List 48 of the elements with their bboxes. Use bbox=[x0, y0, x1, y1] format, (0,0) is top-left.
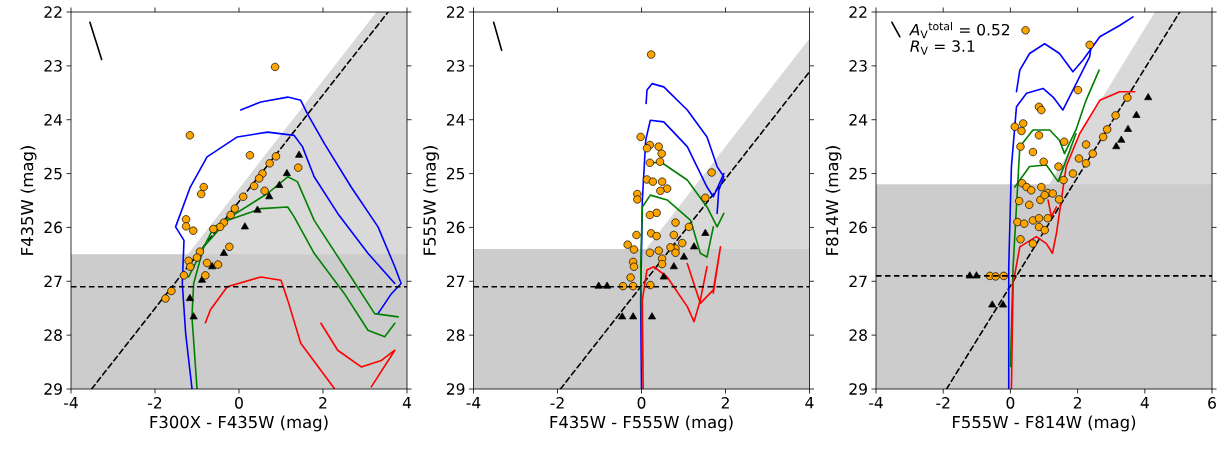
x-tick-label: 2 bbox=[1073, 397, 1081, 409]
x-tick-label: 0 bbox=[637, 397, 646, 409]
x-tick-label: -2 bbox=[550, 397, 564, 409]
x-tick-label: 0 bbox=[1006, 397, 1015, 409]
y-tick-label: 28 bbox=[44, 329, 62, 341]
y-tick-label: 28 bbox=[446, 329, 465, 341]
x-tick-label: 0 bbox=[235, 397, 243, 409]
annotation: A$_{V}$$^{total}$ = 0.52 bbox=[908, 21, 1010, 39]
y-axis-title: F555W (mag) bbox=[423, 146, 439, 255]
x-tick-label: 4 bbox=[805, 397, 814, 409]
y-tick-label: 23 bbox=[849, 60, 867, 72]
x-tick-label: -4 bbox=[64, 397, 78, 409]
y-tick-label: 29 bbox=[849, 383, 867, 395]
y-tick-label: 27 bbox=[849, 275, 867, 288]
annotation: R$_{V}$ = 3.1 bbox=[910, 40, 975, 55]
x-tick-label: 6 bbox=[1208, 397, 1216, 409]
y-tick-label: 22 bbox=[446, 6, 464, 18]
y-tick-label: 25 bbox=[849, 167, 867, 180]
y-tick-label: 26 bbox=[849, 221, 868, 234]
x-tick-label: -2 bbox=[936, 397, 950, 409]
x-tick-label: 2 bbox=[721, 397, 729, 409]
y-tick-label: 24 bbox=[849, 113, 868, 126]
y-tick-label: 22 bbox=[44, 6, 62, 18]
x-tick-label: 4 bbox=[1140, 397, 1149, 409]
x-axis-title: F435W - F555W (mag) bbox=[550, 415, 733, 432]
y-axis-title: F435W (mag) bbox=[20, 146, 37, 255]
x-tick-label: -4 bbox=[869, 397, 883, 409]
x-tick-label: -2 bbox=[148, 397, 162, 409]
y-tick-label: 24 bbox=[44, 113, 63, 126]
y-tick-label: 23 bbox=[446, 60, 465, 72]
x-axis-title: F555W - F814W (mag) bbox=[953, 415, 1136, 432]
x-tick-label: 4 bbox=[402, 397, 412, 409]
y-tick-label: 24 bbox=[446, 113, 465, 126]
x-axis-title: F300X - F435W (mag) bbox=[150, 415, 328, 432]
y-tick-label: 25 bbox=[44, 167, 62, 180]
y-tick-label: 23 bbox=[44, 60, 62, 72]
y-tick-label: 28 bbox=[849, 329, 867, 341]
x-tick-label: -4 bbox=[466, 397, 481, 409]
y-tick-label: 29 bbox=[446, 383, 465, 395]
x-tick-label: 2 bbox=[319, 397, 327, 409]
y-tick-label: 26 bbox=[44, 221, 62, 234]
y-tick-label: 27 bbox=[446, 275, 465, 288]
y-tick-label: 27 bbox=[44, 275, 62, 288]
y-tick-label: 22 bbox=[849, 6, 867, 18]
y-tick-label: 29 bbox=[44, 383, 62, 395]
y-tick-label: 25 bbox=[446, 167, 465, 180]
y-axis-title: F814W (mag) bbox=[825, 146, 842, 255]
y-tick-label: 26 bbox=[446, 221, 465, 234]
